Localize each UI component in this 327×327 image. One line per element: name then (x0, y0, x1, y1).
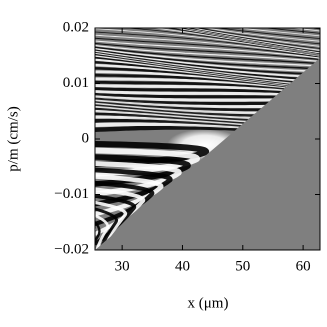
y-tick-label: −0.02 (54, 241, 89, 257)
fringe (95, 28, 320, 56)
fringe (95, 28, 320, 47)
fringe (95, 28, 320, 30)
fringe (95, 52, 320, 79)
fringe (95, 51, 320, 76)
fringe (95, 37, 320, 58)
fringe (95, 49, 320, 70)
fringe (95, 28, 320, 55)
fringe (95, 31, 320, 56)
fringe (95, 28, 320, 39)
y-axis-label: p/m (cm/s) (5, 106, 21, 171)
fringe (95, 174, 164, 217)
fringe (95, 28, 320, 54)
fringe (95, 228, 97, 250)
fringe (95, 46, 320, 65)
fringe (95, 42, 320, 61)
y-tick-label: 0.02 (63, 19, 89, 35)
fringe (95, 40, 320, 59)
fringe (95, 34, 320, 57)
fringe (95, 221, 101, 250)
y-tick-label: 0.01 (63, 75, 89, 91)
density-image (95, 0, 320, 250)
fringe (95, 207, 119, 250)
fringe (95, 28, 320, 51)
fringe (95, 53, 320, 81)
fringe (95, 28, 320, 37)
fringe (95, 28, 320, 55)
fringe (95, 84, 320, 94)
fringe (95, 28, 320, 45)
fringe (95, 147, 200, 177)
x-axis-label: x (μm) (188, 295, 229, 311)
fringe (95, 0, 320, 26)
x-tick-label: 40 (175, 258, 190, 274)
y-tick-label: −0.01 (54, 186, 89, 202)
fringe (95, 167, 173, 207)
fringe (95, 50, 320, 73)
fringe (95, 0, 320, 27)
y-tick-label: 0 (82, 130, 90, 146)
x-tick-label: 30 (115, 258, 130, 274)
fringe (95, 28, 320, 53)
fringe (95, 28, 320, 34)
x-tick-label: 50 (235, 258, 250, 274)
fringe (95, 214, 110, 250)
fringe (95, 28, 320, 32)
fringe (95, 47, 320, 67)
fringe (95, 28, 320, 49)
fringe (95, 44, 320, 63)
x-tick-label: 60 (296, 258, 311, 274)
fringe (95, 180, 155, 227)
fringe (95, 54, 320, 83)
